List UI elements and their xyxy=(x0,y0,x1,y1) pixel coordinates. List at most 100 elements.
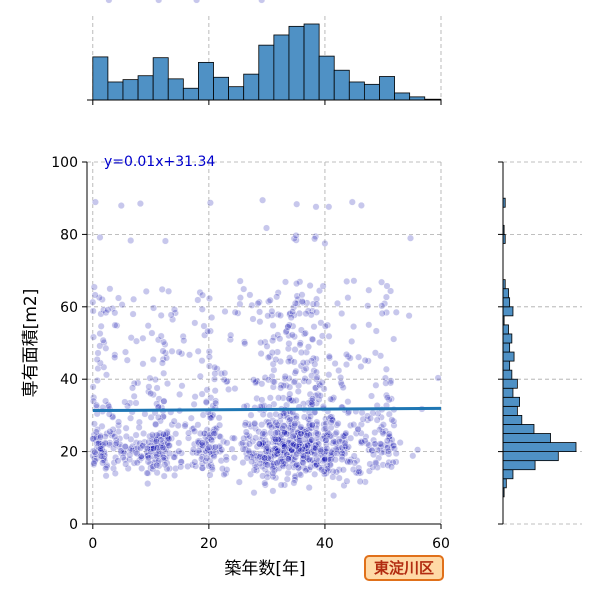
scatter-point xyxy=(322,436,330,444)
scatter-point xyxy=(296,278,304,286)
scatter-point xyxy=(93,356,101,364)
scatter-point xyxy=(127,236,135,244)
scatter-point xyxy=(137,452,145,460)
scatter-point xyxy=(321,239,329,247)
scatter-point xyxy=(344,294,352,302)
scatter-point xyxy=(143,469,151,477)
scatter-point xyxy=(165,465,173,473)
scatter-point xyxy=(269,469,277,477)
scatter-point xyxy=(218,465,226,473)
scatter-point xyxy=(338,453,346,461)
scatter-point xyxy=(104,306,112,314)
scatter-point xyxy=(90,283,98,291)
scatter-point xyxy=(211,387,219,395)
scatter-point xyxy=(198,291,206,299)
scatter-point xyxy=(221,308,229,316)
scatter-point xyxy=(312,429,320,437)
scatter-point xyxy=(255,440,263,448)
scatter-point xyxy=(160,472,168,480)
scatter-point xyxy=(185,351,193,359)
top-hist-bar xyxy=(92,56,109,101)
scatter-point xyxy=(312,368,320,376)
scatter-point xyxy=(128,384,136,392)
scatter-point xyxy=(205,348,213,356)
scatter-point xyxy=(371,429,379,437)
right-hist-bar xyxy=(502,396,520,407)
scatter-point xyxy=(210,452,218,460)
scatter-point xyxy=(205,362,213,370)
regression-equation: y=0.01x+31.34 xyxy=(104,154,215,170)
scatter-point xyxy=(155,0,163,4)
scatter-point xyxy=(343,351,351,359)
scatter-point xyxy=(119,454,127,462)
scatter-point xyxy=(327,418,335,426)
scatter-point xyxy=(370,436,378,444)
scatter-point xyxy=(321,445,329,453)
scatter-point xyxy=(330,438,338,446)
scatter-point xyxy=(148,431,156,439)
scatter-point xyxy=(305,378,313,386)
scatter-point xyxy=(141,438,149,446)
scatter-point xyxy=(194,347,202,355)
scatter-point xyxy=(102,344,110,352)
scatter-point xyxy=(357,363,365,371)
scatter-point xyxy=(108,305,116,313)
scatter-point xyxy=(283,430,291,438)
x-tick-label: 20 xyxy=(200,536,218,552)
scatter-point xyxy=(89,333,97,341)
scatter-point xyxy=(140,430,148,438)
marginal-y-histogram xyxy=(498,161,582,525)
scatter-point xyxy=(171,309,179,317)
scatter-point xyxy=(291,476,299,484)
scatter-point xyxy=(208,314,216,322)
scatter-point xyxy=(356,478,364,486)
scatter-point xyxy=(124,465,132,473)
main-axes: 0 20 40 60 0 20 40 60 80 100 xyxy=(51,155,450,552)
scatter-point xyxy=(331,360,339,368)
scatter-point xyxy=(171,471,179,479)
scatter-point xyxy=(265,447,273,455)
scatter-point xyxy=(205,443,213,451)
scatter-point xyxy=(92,428,100,436)
scatter-point xyxy=(255,428,263,436)
scatter-point xyxy=(223,466,231,474)
scatter-point xyxy=(314,390,322,398)
scatter-point xyxy=(114,428,122,436)
scatter-point xyxy=(230,434,238,442)
scatter-point xyxy=(237,440,245,448)
scatter-point xyxy=(290,311,298,319)
scatter-point xyxy=(383,394,391,402)
scatter-point xyxy=(301,375,309,383)
scatter-point xyxy=(207,394,215,402)
scatter-point xyxy=(279,424,287,432)
scatter-point xyxy=(99,456,107,464)
scatter-point xyxy=(278,458,286,466)
scatter-point xyxy=(392,308,400,316)
scatter-point xyxy=(161,447,169,455)
scatter-point xyxy=(303,299,311,307)
top-hist-bar xyxy=(152,57,169,101)
scatter-point xyxy=(263,342,271,350)
scatter-point xyxy=(240,285,248,293)
scatter-point xyxy=(177,449,185,457)
scatter-point xyxy=(154,413,162,421)
scatter-point xyxy=(241,421,249,429)
scatter-point xyxy=(324,429,332,437)
y-axis-label: 専有面積[m2] xyxy=(21,289,41,398)
scatter-point xyxy=(343,477,351,485)
scatter-point xyxy=(240,434,248,442)
scatter-point xyxy=(259,430,267,438)
scatter-point xyxy=(311,384,319,392)
scatter-point xyxy=(346,458,354,466)
scatter-point xyxy=(364,412,372,420)
scatter-point xyxy=(191,319,199,327)
scatter-point xyxy=(297,423,305,431)
scatter-point xyxy=(378,278,386,286)
scatter-point xyxy=(329,473,337,481)
scatter-point xyxy=(159,453,167,461)
scatter-point xyxy=(303,359,311,367)
scatter-point xyxy=(102,465,110,473)
scatter-point xyxy=(366,460,374,468)
scatter-point xyxy=(220,376,228,384)
